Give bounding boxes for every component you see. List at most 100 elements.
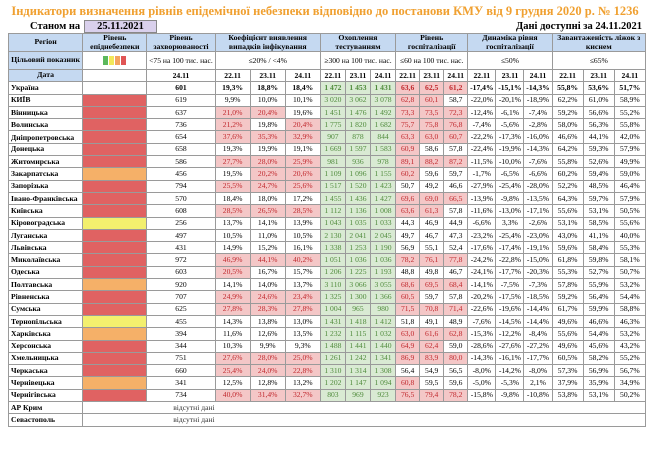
beds-cell: 61,7% [551, 302, 584, 316]
beds-cell: 40,0% [613, 228, 647, 243]
beds-cell: 52,6% [582, 155, 615, 169]
date-hosp-1: 23.11 [419, 68, 445, 83]
level-cell [82, 130, 148, 144]
hosp-cell: 46,7 [419, 228, 445, 243]
coef-cell: 14,0% [249, 278, 286, 292]
beds-cell: 55,8% [551, 81, 584, 95]
region-name: Івано-Франківська [7, 191, 84, 206]
hosp-cell: 78,2 [395, 253, 421, 267]
dynamics-cell: -14,5% [495, 314, 525, 329]
coef-cell: 28,0% [249, 155, 286, 169]
testing-cell: 1 517 [319, 179, 346, 193]
dynamics-cell: -2,8% [523, 118, 553, 132]
incidence-cell: 601 [146, 81, 216, 95]
hosp-cell: 70,8 [419, 302, 445, 316]
beds-cell: 46,6% [582, 314, 615, 329]
testing-cell: 2 130 [319, 228, 346, 243]
testing-cell: 1 035 [344, 216, 371, 230]
date-dyn-2: 24.11 [523, 68, 553, 83]
incidence-cell: 637 [146, 105, 216, 120]
incidence-cell: 736 [146, 118, 216, 132]
testing-cell: 981 [319, 155, 346, 169]
testing-cell: 1 096 [344, 167, 371, 181]
beds-cell: 53,2% [613, 327, 647, 341]
date-dyn-0: 22.11 [467, 68, 497, 83]
level-legend-square [103, 56, 109, 66]
hosp-cell: 61,6 [419, 327, 445, 341]
coef-cell: 10,5% [214, 228, 251, 243]
table-row: КИЇВ 619 9,9% 10,0% 10,1% 3 020 3 062 3 078 62,8… [7, 93, 647, 107]
dynamics-cell: -16,0% [523, 130, 553, 144]
date-test-0: 22.11 [319, 68, 346, 83]
target-beds: ≤65% [551, 51, 647, 70]
beds-cell: 58,5% [582, 216, 615, 230]
target-testing: ≥300 на 100 тис. нас. [319, 51, 397, 70]
coef-cell: 25,6% [284, 179, 321, 193]
beds-cell: 57,8% [551, 278, 584, 292]
testing-cell: 1 451 [319, 105, 346, 120]
hosp-cell: 62,4 [419, 339, 445, 353]
region-name: Чернігівська [7, 388, 84, 403]
coef-cell: 23,4% [284, 290, 321, 304]
coef-cell: 9,9% [214, 93, 251, 107]
dynamics-cell: -14,3% [523, 81, 553, 95]
as-of: Станом на 25.11.2021 [30, 20, 157, 33]
coef-cell: 24,9% [214, 290, 251, 304]
hosp-cell: 48,9 [443, 314, 469, 329]
coef-cell: 28,5% [284, 204, 321, 218]
beds-cell: 56,4% [582, 290, 615, 304]
region-name: Севастополь [7, 413, 84, 427]
table-row: Волинська 736 21,2% 19,8% 20,4% 1 775 1 820 1 6… [7, 118, 647, 132]
region-name: АР Крим [7, 401, 84, 415]
dynamics-cell: -20,2% [467, 290, 497, 304]
region-name: Черкаська [7, 364, 84, 378]
dynamics-cell: -15,1% [495, 81, 525, 95]
coef-cell: 19,6% [284, 105, 321, 120]
hosp-cell: 57,8 [443, 204, 469, 218]
dynamics-cell: -16,1% [495, 351, 525, 366]
region-name: Волинська [7, 118, 84, 132]
beds-cell: 34,9% [613, 376, 647, 390]
testing-cell: 1 036 [369, 253, 397, 267]
testing-cell: 3 062 [344, 93, 371, 107]
dynamics-cell: 2,1% [523, 376, 553, 390]
dynamics-cell: -22,6% [467, 302, 497, 316]
beds-cell: 64,2% [551, 142, 584, 157]
target-level-legend [82, 51, 148, 70]
testing-cell: 980 [369, 302, 397, 316]
beds-cell: 58,1% [613, 253, 647, 267]
coef-cell: 20,2% [249, 167, 286, 181]
incidence-cell: 455 [146, 314, 216, 329]
dynamics-cell: -14,4% [523, 314, 553, 329]
coef-cell: 12,8% [249, 376, 286, 390]
date-hosp-0: 22.11 [395, 68, 421, 83]
testing-cell: 3 066 [344, 278, 371, 292]
coef-cell: 19,1% [284, 142, 321, 157]
beds-cell: 45,6% [582, 339, 615, 353]
hosp-cell: 64,9 [395, 339, 421, 353]
dynamics-cell: -8,0% [467, 364, 497, 378]
hosp-cell: 86,9 [395, 351, 421, 366]
incidence-cell: 608 [146, 204, 216, 218]
beds-cell: 54,4% [613, 290, 647, 304]
testing-cell: 1 431 [369, 81, 397, 95]
level-cell [82, 204, 148, 218]
dynamics-cell: -10,8% [523, 388, 553, 403]
table-row: Запорізька 794 25,5% 24,7% 25,6% 1 517 1 520 1 … [7, 179, 647, 193]
dynamics-cell: -7,6% [523, 155, 553, 169]
beds-cell: 53,1% [551, 216, 584, 230]
testing-cell: 1 412 [369, 314, 397, 329]
incidence-cell: 972 [146, 253, 216, 267]
testing-cell: 1 314 [344, 364, 371, 378]
table-row: Тернопільська 455 14,3% 13,8% 13,0% 1 431 1 41… [7, 314, 647, 329]
coef-cell: 13,2% [284, 376, 321, 390]
hosp-cell: 75,7 [395, 118, 421, 132]
coef-cell: 27,7% [214, 155, 251, 169]
hosp-cell: 62,5 [419, 81, 445, 95]
hosp-cell: 63,6 [395, 204, 421, 218]
dynamics-cell: -12,2% [495, 327, 525, 341]
dynamics-cell: -11,6% [467, 204, 497, 218]
table-row: Харківська 394 11,6% 12,6% 13,5% 1 232 1 115 1 … [7, 327, 647, 341]
coef-cell: 22,8% [284, 364, 321, 378]
dynamics-cell: -19,6% [495, 302, 525, 316]
